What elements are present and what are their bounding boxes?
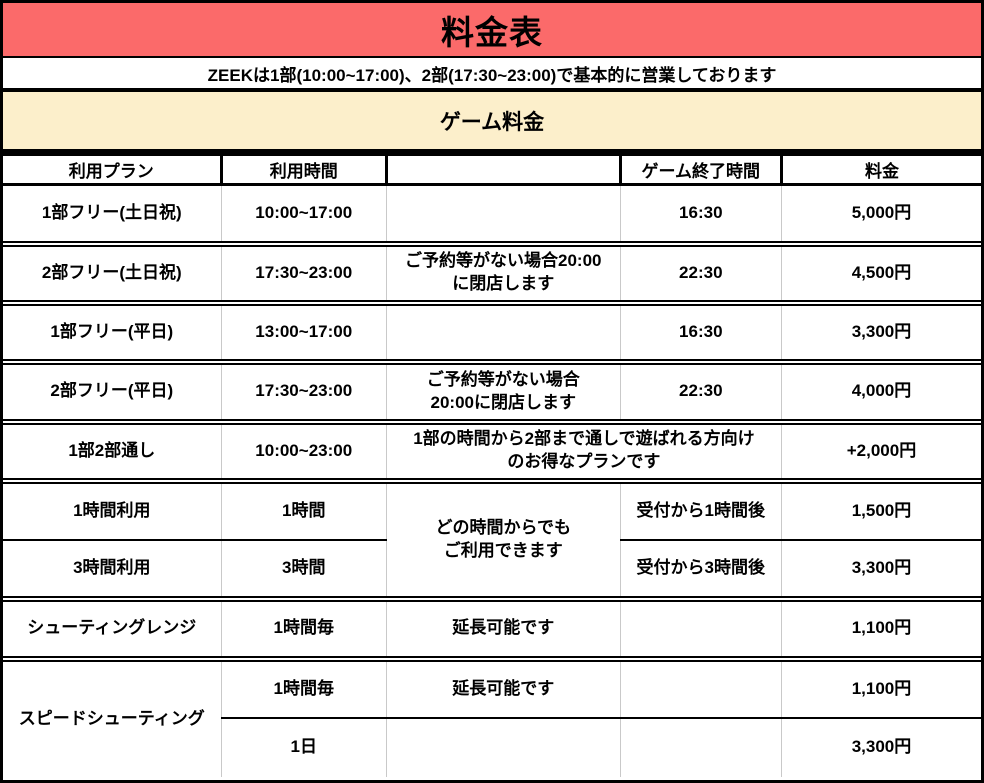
time-cell: 1時間毎: [220, 655, 387, 718]
end-time-cell: 22:30: [619, 240, 782, 303]
plan-cell: 1時間利用: [3, 477, 222, 540]
note-cell: ご予約等がない場合20:00 に閉店します: [385, 240, 621, 303]
table-row: 2部フリー(平日) 17:30~23:00 ご予約等がない場合 20:00に閉店…: [3, 359, 981, 422]
note-cell: [385, 299, 621, 363]
time-cell: 13:00~17:00: [220, 299, 387, 363]
table-row: 1日 3,300円: [3, 716, 981, 777]
header-end-time: ゲーム終了時間: [618, 153, 783, 186]
header-note: [384, 153, 622, 186]
time-cell: 1日: [221, 716, 387, 777]
note-cell: 1部の時間から2部まで通しで遊ばれる方向け のお得なプランです: [385, 418, 782, 481]
price-cell: 3,300円: [780, 299, 981, 363]
plan-cell: スピードシューティング: [3, 655, 222, 777]
header-plan: 利用プラン: [3, 153, 223, 186]
price-cell: 1,500円: [780, 477, 981, 540]
price-cell: 4,500円: [780, 240, 981, 303]
price-cell: 3,300円: [780, 716, 981, 777]
plan-cell: 2部フリー(土日祝): [3, 240, 222, 303]
table-row: 1部フリー(平日) 13:00~17:00 16:30 3,300円: [3, 299, 981, 363]
price-cell: 5,000円: [780, 184, 981, 244]
end-time-cell: 受付から3時間後: [619, 538, 782, 600]
time-cell: 10:00~23:00: [220, 418, 387, 481]
plan-cell: 1部フリー(土日祝): [3, 184, 222, 244]
note-cell: どの時間からでも ご利用できます: [385, 477, 621, 600]
end-time-cell: 受付から1時間後: [619, 477, 782, 540]
note-cell: 延長可能です: [385, 655, 621, 718]
plan-cell: 2部フリー(平日): [3, 359, 222, 422]
note-cell: 延長可能です: [385, 596, 621, 659]
plan-cell: 3時間利用: [3, 538, 222, 600]
end-time-cell: 16:30: [619, 299, 782, 363]
time-cell: 17:30~23:00: [220, 240, 387, 303]
price-table: 利用プラン 利用時間 ゲーム終了時間 料金 1部フリー(土日祝) 10:00~1…: [3, 153, 981, 777]
time-cell: 17:30~23:00: [220, 359, 387, 422]
table-row: 3時間利用 3時間 受付から3時間後 3,300円: [3, 538, 981, 600]
end-time-cell: 16:30: [619, 184, 782, 244]
header-time: 利用時間: [219, 153, 388, 186]
end-time-cell: [619, 655, 782, 718]
header-price: 料金: [779, 153, 981, 186]
end-time-cell: [619, 596, 782, 659]
time-cell: 1時間: [220, 477, 387, 540]
time-cell: 3時間: [220, 538, 387, 600]
plan-cell: シューティングレンジ: [3, 596, 222, 659]
time-cell: 1時間毎: [220, 596, 387, 659]
price-cell: 1,100円: [780, 655, 981, 718]
table-row: 2部フリー(土日祝) 17:30~23:00 ご予約等がない場合20:00 に閉…: [3, 240, 981, 303]
table-row: スピードシューティング 1時間毎 延長可能です 1,100円: [3, 655, 981, 777]
business-hours-subtitle: ZEEKは1部(10:00~17:00)、2部(17:30~23:00)で基本的…: [3, 58, 981, 92]
price-cell: 3,300円: [780, 538, 981, 600]
table-header-row: 利用プラン 利用時間 ゲーム終了時間 料金: [3, 153, 981, 186]
price-cell: +2,000円: [780, 418, 981, 481]
end-time-cell: [619, 716, 782, 777]
price-cell: 1,100円: [780, 596, 981, 659]
price-cell: 4,000円: [780, 359, 981, 422]
page-title-banner: 料金表: [3, 3, 981, 58]
page-title: 料金表: [441, 13, 543, 51]
note-cell: [385, 184, 621, 244]
end-time-cell: 22:30: [619, 359, 782, 422]
section-title: ゲーム料金: [439, 110, 545, 134]
table-row: 1時間利用 1時間 どの時間からでも ご利用できます 受付から1時間後 1,50…: [3, 477, 981, 600]
plan-cell: 1部フリー(平日): [3, 299, 222, 363]
time-cell: 10:00~17:00: [220, 184, 387, 244]
note-cell: ご予約等がない場合 20:00に閉店します: [385, 359, 621, 422]
section-title-banner: ゲーム料金: [3, 92, 981, 153]
plan-cell: 1部2部通し: [3, 418, 222, 481]
note-cell: [385, 716, 621, 777]
table-row: シューティングレンジ 1時間毎 延長可能です 1,100円: [3, 596, 981, 659]
table-row: 1部フリー(土日祝) 10:00~17:00 16:30 5,000円: [3, 184, 981, 244]
table-row: 1部2部通し 10:00~23:00 1部の時間から2部まで通しで遊ばれる方向け…: [3, 418, 981, 481]
